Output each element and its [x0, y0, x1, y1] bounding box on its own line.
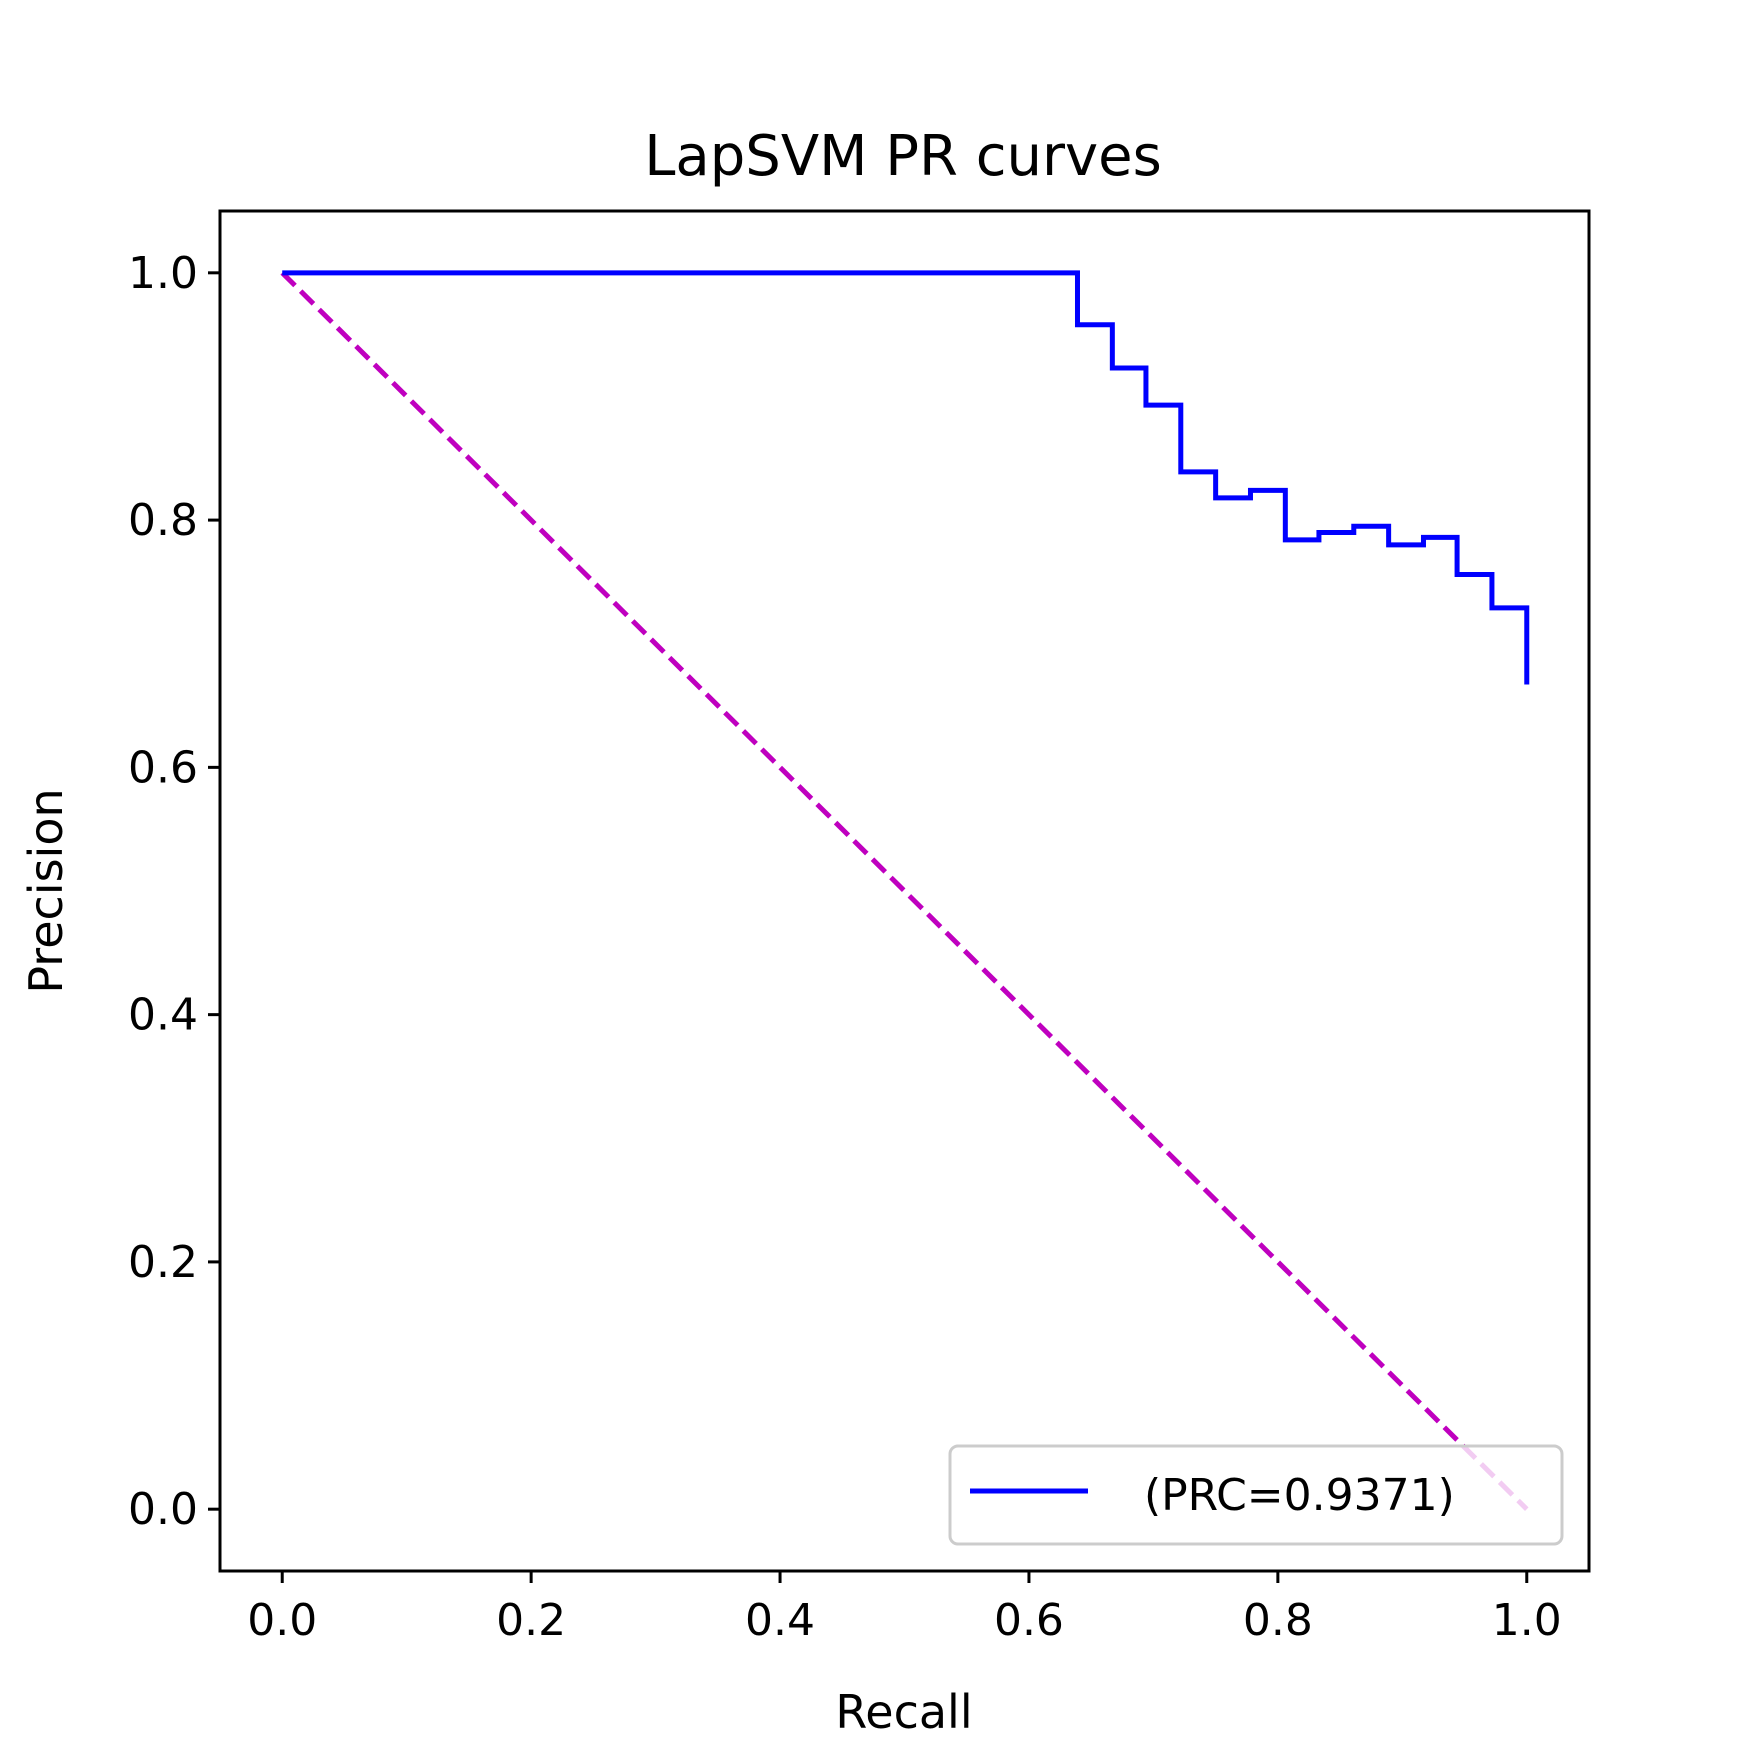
- y-axis: 0.0 0.2 0.4 0.6 0.8 1.0: [128, 248, 220, 1535]
- x-tick-label: 0.2: [496, 1595, 566, 1646]
- y-tick-label: 0.2: [128, 1237, 198, 1288]
- chart-title: LapSVM PR curves: [644, 124, 1162, 189]
- x-tick-label: 0.0: [247, 1595, 317, 1646]
- pr-curve-line: [282, 270, 1530, 685]
- legend-label: (PRC=0.9371): [1130, 1470, 1455, 1521]
- x-tick-label: 1.0: [1492, 1595, 1562, 1646]
- y-tick-label: 1.0: [128, 248, 198, 299]
- legend-box: [948, 1444, 1564, 1546]
- series-layer: [280, 270, 1530, 1511]
- y-tick-label: 0.4: [128, 990, 198, 1041]
- y-axis-label: Precision: [19, 788, 73, 993]
- x-tick-label: 0.4: [745, 1595, 815, 1646]
- reference-diagonal-line: [280, 271, 1529, 1511]
- x-tick-label: 0.8: [1243, 1595, 1313, 1646]
- plot-frame: [218, 209, 1591, 1573]
- x-axis-label: Recall: [835, 1685, 972, 1739]
- y-tick-label: 0.6: [128, 742, 198, 793]
- legend: (PRC=0.9371): [948, 1444, 1564, 1546]
- y-tick-label: 0.8: [128, 495, 198, 546]
- x-tick-label: 0.6: [994, 1595, 1064, 1646]
- y-tick-label: 0.0: [128, 1484, 198, 1535]
- x-axis: 0.0 0.2 0.4 0.6 0.8 1.0: [247, 1571, 1562, 1646]
